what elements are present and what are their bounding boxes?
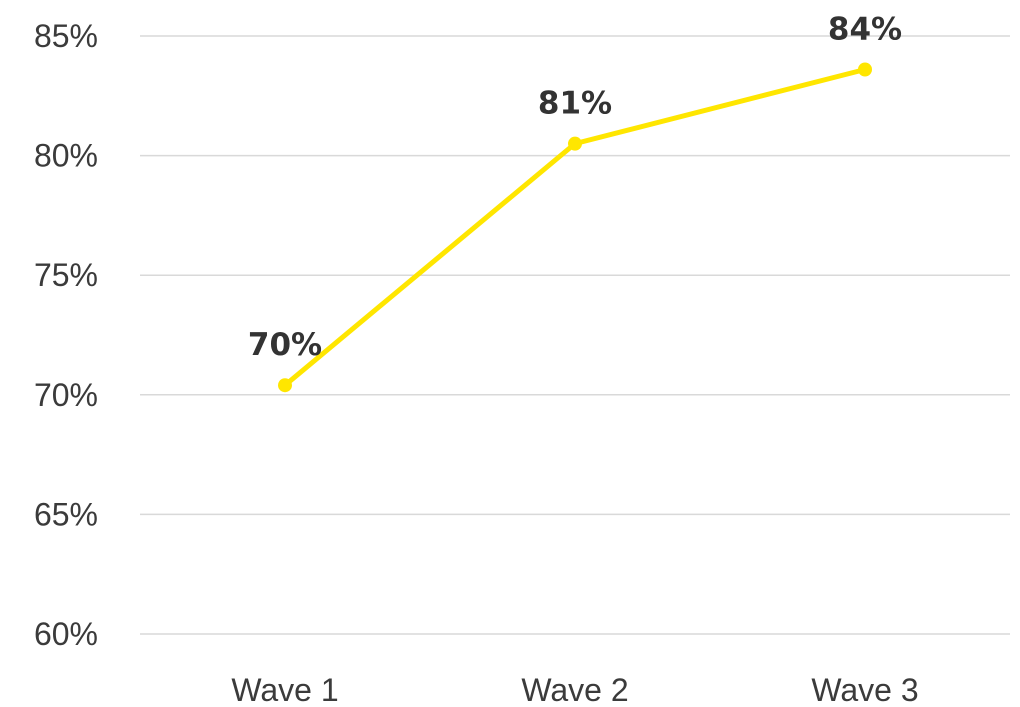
y-axis-tick-labels: 60% 65% 70% 75% 80% 85% — [34, 18, 98, 652]
data-label: 84% — [828, 11, 902, 47]
x-axis-tick-labels: Wave 1 Wave 2 Wave 3 — [231, 672, 918, 707]
series-points — [278, 62, 872, 393]
data-point — [858, 62, 872, 77]
data-point — [278, 378, 292, 393]
y-tick-label: 75% — [34, 257, 98, 293]
x-tick-label: Wave 1 — [231, 672, 338, 707]
y-tick-label: 70% — [34, 377, 98, 413]
data-labels: 70% 81% 84% — [248, 11, 902, 363]
gridlines — [140, 35, 1010, 635]
y-tick-label: 85% — [34, 18, 98, 54]
x-tick-label: Wave 3 — [811, 672, 918, 707]
data-point — [568, 136, 582, 151]
y-tick-label: 80% — [34, 138, 98, 174]
data-label: 70% — [248, 327, 322, 363]
y-tick-label: 60% — [34, 616, 98, 652]
y-tick-label: 65% — [34, 496, 98, 532]
data-label: 81% — [538, 86, 612, 122]
x-tick-label: Wave 2 — [521, 672, 628, 707]
